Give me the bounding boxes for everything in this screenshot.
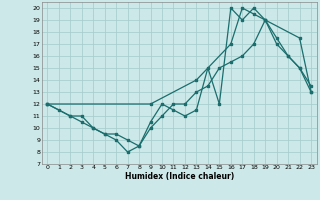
X-axis label: Humidex (Indice chaleur): Humidex (Indice chaleur) bbox=[124, 172, 234, 181]
